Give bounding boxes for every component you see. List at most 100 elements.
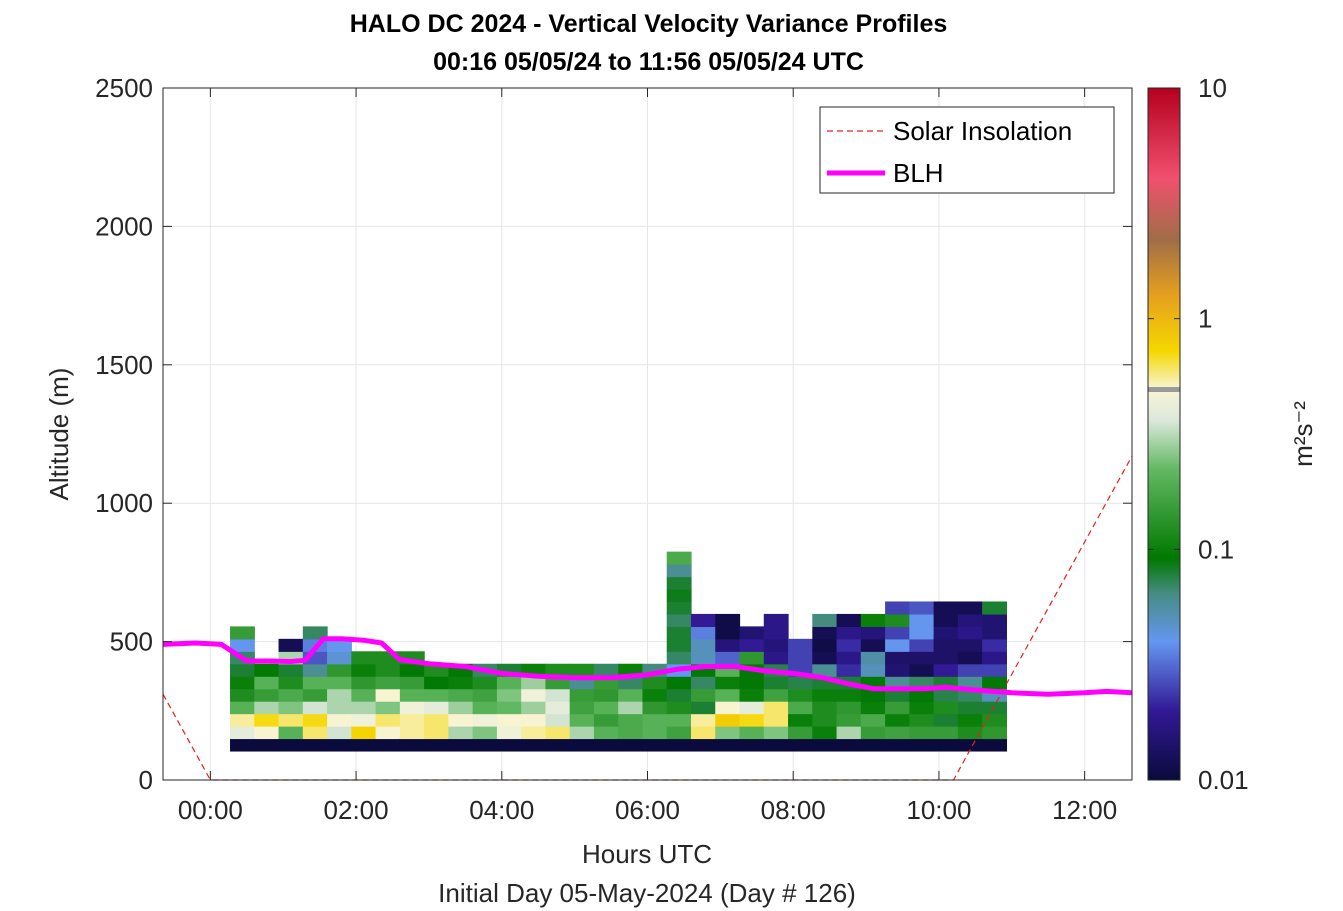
heatmap-cell <box>569 713 595 727</box>
heatmap-cell <box>957 651 983 665</box>
heatmap-cell <box>739 738 765 752</box>
heatmap-cell <box>836 626 862 640</box>
heatmap-cell <box>763 638 789 652</box>
heatmap-cell <box>375 701 401 715</box>
heatmap-cell <box>254 738 280 752</box>
heatmap-cell <box>885 688 910 702</box>
heatmap-cell <box>860 713 886 727</box>
heatmap-cell <box>399 738 425 752</box>
heatmap-cell <box>569 738 595 752</box>
heatmap-cell <box>448 738 474 752</box>
heatmap-cell <box>399 676 425 690</box>
heatmap-cell <box>982 726 1007 740</box>
heatmap-cell <box>860 638 886 652</box>
heatmap-cell <box>569 726 595 740</box>
heatmap-cell <box>448 676 474 690</box>
heatmap-cell <box>690 626 716 640</box>
heatmap-cell <box>448 701 474 715</box>
heatmap-cell <box>545 688 571 702</box>
heatmap-cell <box>666 613 692 627</box>
heatmap-cell <box>860 738 886 752</box>
x-tick-label: 08:00 <box>761 795 826 825</box>
y-axis-ticks: 0 500 1000 1500 2000 2500 <box>95 73 1132 795</box>
heatmap-cell <box>957 626 983 640</box>
heatmap-cell <box>836 701 862 715</box>
heatmap-cell <box>399 688 425 702</box>
heatmap-cell <box>982 626 1007 640</box>
heatmap-cell <box>933 663 959 677</box>
heatmap-cell <box>375 663 401 677</box>
heatmap-cell <box>836 663 862 677</box>
heatmap-cell <box>230 638 255 652</box>
heatmap-cell <box>593 688 619 702</box>
colorbar-marker <box>1148 387 1180 393</box>
legend: Solar Insolation BLH <box>819 106 1115 194</box>
heatmap-cell <box>302 726 328 740</box>
heatmap-cell <box>715 676 741 690</box>
heatmap-cell <box>982 713 1007 727</box>
y-tick-label: 2000 <box>95 211 153 241</box>
heatmap-cell <box>763 688 789 702</box>
heatmap-cell <box>666 701 692 715</box>
heatmap-cell <box>399 663 425 677</box>
heatmap-cell <box>666 564 692 578</box>
heatmap-cell <box>933 713 959 727</box>
heatmap-cell <box>666 589 692 603</box>
heatmap-cell <box>739 676 765 690</box>
heatmap-cell <box>230 726 255 740</box>
heatmap-cell <box>424 713 449 727</box>
heatmap-cell <box>690 726 716 740</box>
heatmap-cell <box>472 688 498 702</box>
heatmap-cell <box>375 713 401 727</box>
heatmap-cell <box>278 676 304 690</box>
heatmap-cell <box>545 663 571 677</box>
heatmap-cell <box>230 713 255 727</box>
heatmap-cell <box>278 688 304 702</box>
heatmap-cell <box>812 701 838 715</box>
heatmap-cell <box>424 688 449 702</box>
colorbar-gradient <box>1148 88 1180 780</box>
heatmap-cell <box>327 713 352 727</box>
chart-title: HALO DC 2024 - Vertical Velocity Varianc… <box>349 10 948 38</box>
heatmap-cell <box>375 688 401 702</box>
heatmap-cell <box>230 688 255 702</box>
heatmap-cell <box>472 676 498 690</box>
heatmap-cell <box>521 713 547 727</box>
heatmap-cell <box>496 726 522 740</box>
heatmap-cell <box>788 651 813 665</box>
heatmap-cell <box>472 726 498 740</box>
series-blh <box>162 636 1133 697</box>
heatmap-cell <box>836 726 862 740</box>
colorbar-tick-label: 0.1 <box>1198 534 1234 564</box>
heatmap-cell <box>933 688 959 702</box>
heatmap-cell <box>933 638 959 652</box>
heatmap-cell <box>327 676 352 690</box>
heatmap-cell <box>957 613 983 627</box>
y-tick-label: 2500 <box>95 73 153 103</box>
heatmap-cell <box>715 701 741 715</box>
heatmap-cell <box>763 738 789 752</box>
heatmap-cell <box>351 663 377 677</box>
heatmap-cell <box>982 701 1007 715</box>
heatmap-cell <box>399 713 425 727</box>
heatmap-cell <box>836 738 862 752</box>
heatmap-cell <box>666 651 692 665</box>
heatmap-cell <box>885 651 910 665</box>
heatmap-cell <box>982 738 1007 752</box>
heatmap-cell <box>885 663 910 677</box>
heatmap-cell <box>739 651 765 665</box>
x-tick-label: 00:00 <box>178 795 243 825</box>
x-tick-label: 06:00 <box>615 795 680 825</box>
heatmap-cell <box>812 738 838 752</box>
heatmap-cell <box>302 626 328 640</box>
heatmap-cell <box>690 651 716 665</box>
heatmap-cell <box>521 688 547 702</box>
heatmap-cell <box>351 651 377 665</box>
heatmap-cell <box>933 651 959 665</box>
heatmap-cell <box>885 613 910 627</box>
heatmap-cell <box>715 638 741 652</box>
legend-label-blh: BLH <box>893 158 944 188</box>
heatmap-cell <box>521 726 547 740</box>
heatmap-cell <box>860 688 886 702</box>
